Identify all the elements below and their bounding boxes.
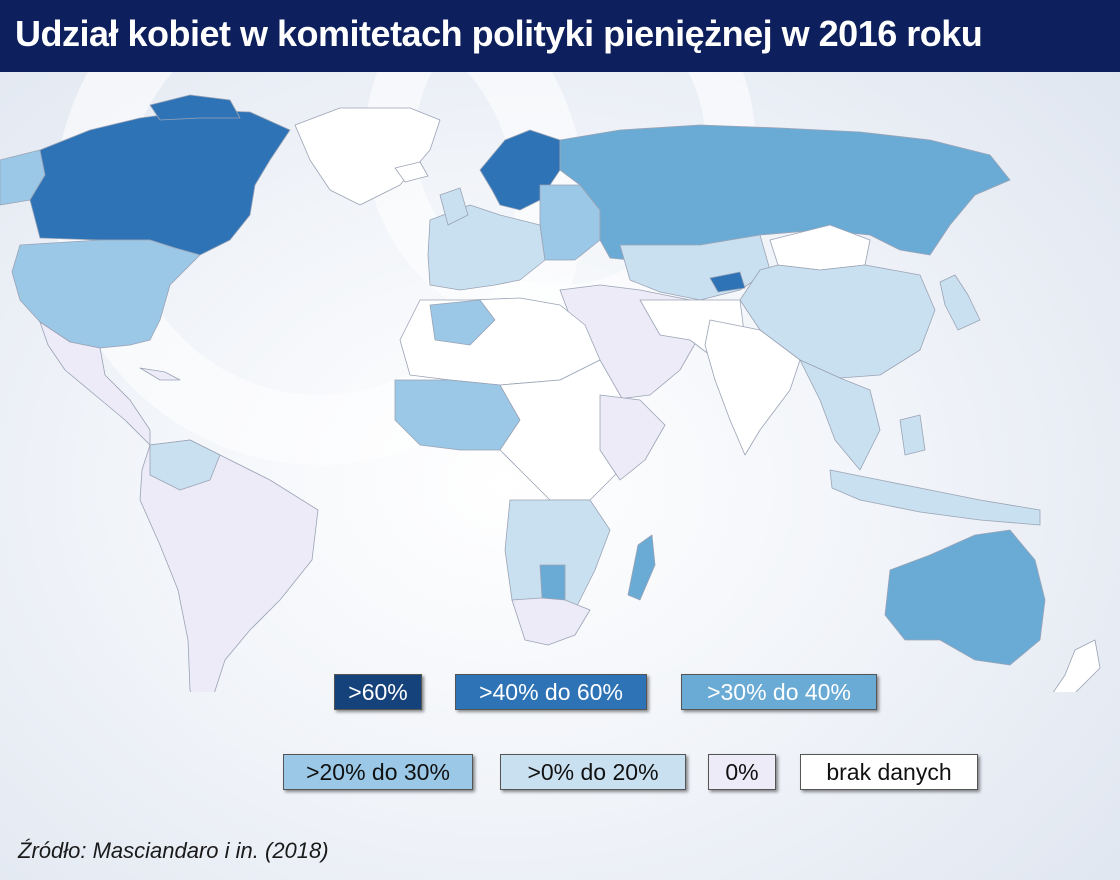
legend-label-20-to-30: >20% do 30%	[306, 759, 450, 785]
region-russia	[559, 124, 1011, 263]
legend-label-gt60: >60%	[348, 679, 408, 705]
region-kyrgyzstan	[709, 271, 746, 293]
legend-zero: 0%	[708, 754, 776, 790]
region-east-africa	[599, 394, 666, 481]
region-central-africa	[499, 359, 641, 501]
legend-20-to-30: >20% do 30%	[283, 754, 473, 790]
world-map	[0, 72, 1101, 692]
region-southeast-asia	[799, 359, 881, 471]
region-british-isles	[439, 187, 469, 226]
legend-label-0-to-20: >0% do 20%	[527, 759, 659, 785]
title-bar: Udział kobiet w komitetach polityki pien…	[0, 0, 1120, 72]
legend-label-30-to-40: >30% do 40%	[707, 679, 851, 705]
region-south-africa	[511, 597, 591, 646]
legend-no-data: brak danych	[800, 754, 978, 790]
legend-40-to-60: >40% do 60%	[455, 674, 647, 710]
region-colombia-venezuela	[149, 439, 221, 491]
region-philippines	[899, 414, 926, 456]
region-india	[704, 319, 801, 456]
region-korea-japan	[939, 274, 981, 331]
legend-label-zero: 0%	[725, 759, 759, 785]
legend-label-40-to-60: >40% do 60%	[479, 679, 623, 705]
region-indonesia	[829, 469, 1041, 526]
region-new-zealand	[1052, 639, 1101, 692]
region-mexico-central-america	[39, 321, 151, 446]
source-note: Źródło: Masciandaro i in. (2018)	[18, 838, 329, 863]
region-caribbean	[139, 367, 181, 381]
map-title: Udział kobiet w komitetach polityki pien…	[15, 13, 983, 54]
region-botswana	[539, 564, 566, 601]
region-south-america	[139, 439, 319, 692]
region-arctic-islands	[149, 94, 241, 121]
region-australia	[884, 529, 1046, 666]
region-maghreb	[429, 299, 496, 346]
region-western-europe	[427, 204, 546, 291]
region-madagascar	[627, 534, 656, 601]
legend-gt60: >60%	[334, 674, 422, 710]
legend-label-no-data: brak danych	[826, 759, 952, 785]
legend-30-to-40: >30% do 40%	[681, 674, 877, 710]
legend-0-to-20: >0% do 20%	[500, 754, 686, 790]
region-usa	[11, 239, 201, 349]
region-iceland	[394, 161, 429, 183]
